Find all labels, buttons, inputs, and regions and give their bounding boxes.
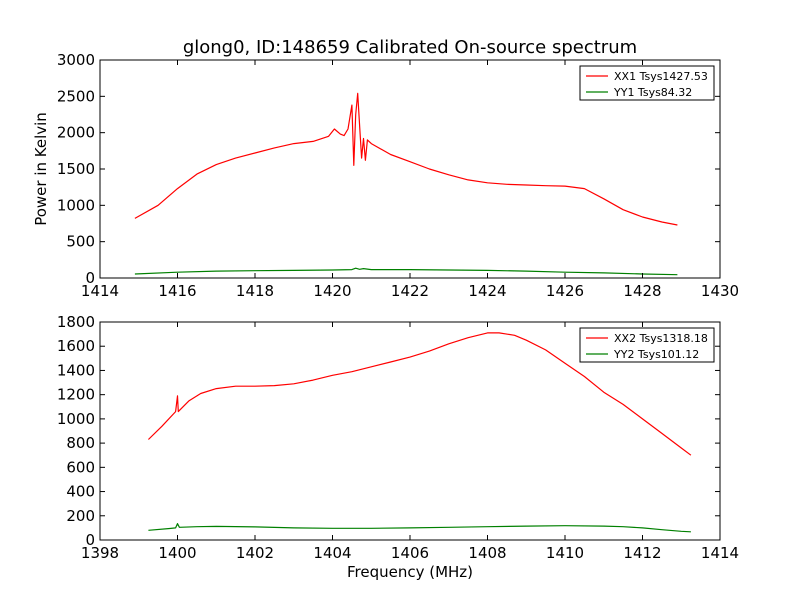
series-line-xx [147,332,692,456]
y-tick-label: 1000 [57,410,95,428]
x-tick-label: 1422 [391,282,429,300]
y-tick-label: 2000 [57,124,95,142]
x-tick-label: 1426 [546,282,584,300]
bottom-panel: 1398 1400 1402 1404 1406 1408 1410 1412 1414 0 200… [57,313,739,581]
x-tick-label: 1398 [81,544,119,562]
x-tick-label: 1412 [623,544,661,562]
series-line-xx [134,92,678,226]
legend-box [579,65,715,101]
y-tick-label: 200 [66,507,95,525]
y-tick-label: 0 [85,531,95,549]
x-tick-label: 1400 [158,544,196,562]
chart-title: glong0, ID:148659 Calibrated On-source s… [183,37,637,58]
x-tick-label: 1418 [236,282,274,300]
x-tick-label: 1414 [81,282,119,300]
y-tick-label: 800 [66,434,95,452]
y-tick-label: 1400 [57,361,95,379]
x-tick-label: 1430 [701,282,739,300]
y-tick-label: 1000 [57,196,95,214]
y-tick-label: 1200 [57,386,95,404]
y-tick-label: 1800 [57,313,95,331]
y-tick-label: 500 [66,233,95,251]
x-tick-label: 1424 [468,282,506,300]
top-panel: 1414 1416 1418 1420 1422 1424 1426 1428 1430 0 500… [32,51,739,300]
x-tick-label: 1414 [701,544,739,562]
legend-label: XX1 Tsys1427.53 [614,70,708,83]
legend-box [579,327,715,363]
x-tick-label: 1404 [313,544,351,562]
y-tick-label: 1500 [57,160,95,178]
series-line-yy [148,522,691,533]
y-tick-label: 400 [66,483,95,501]
series-line-yy [134,267,678,276]
x-tick-label: 1420 [313,282,351,300]
y-tick-label: 3000 [57,51,95,69]
y-tick-label: 0 [85,269,95,287]
y-axis-title: Power in Kelvin [32,112,50,226]
x-tick-label: 1406 [391,544,429,562]
legend-label: YY2 Tsys101.12 [613,348,699,361]
y-tick-label: 1600 [57,337,95,355]
legend-label: XX2 Tsys1318.18 [614,332,708,345]
x-tick-label: 1410 [546,544,584,562]
x-tick-label: 1402 [236,544,274,562]
legend-label: YY1 Tsys84.32 [613,86,692,99]
x-tick-label: 1408 [468,544,506,562]
y-tick-label: 2500 [57,87,95,105]
x-tick-label: 1428 [623,282,661,300]
x-axis-title: Frequency (MHz) [347,563,473,581]
y-tick-label: 600 [66,458,95,476]
x-tick-label: 1416 [158,282,196,300]
